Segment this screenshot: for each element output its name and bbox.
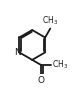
Text: N: N xyxy=(14,48,21,57)
Text: CH$_3$: CH$_3$ xyxy=(52,59,68,71)
Text: O: O xyxy=(37,76,44,86)
Text: CH$_3$: CH$_3$ xyxy=(42,15,58,27)
